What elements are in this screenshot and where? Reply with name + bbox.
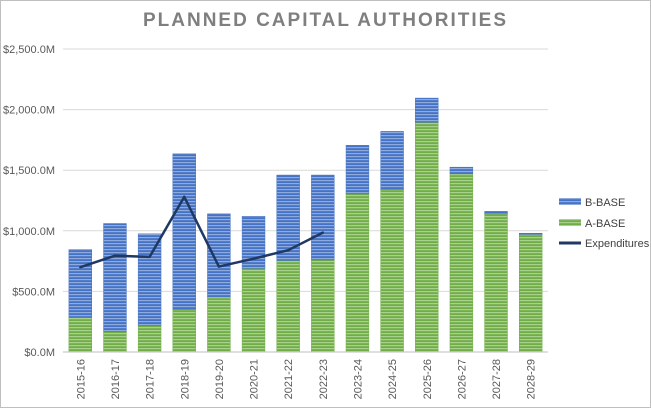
bar-b-base: [415, 97, 439, 123]
x-tick-label: 2025-26: [422, 359, 434, 399]
x-tick-label: 2021-22: [283, 359, 295, 399]
bar-a-base: [276, 260, 300, 353]
legend-swatch: [559, 219, 581, 226]
bar-a-base: [241, 268, 266, 353]
bar-b-base: [518, 232, 543, 235]
legend-label: Expenditures: [585, 238, 650, 250]
bar-b-base: [276, 174, 300, 261]
x-tick-label: 2019-20: [214, 359, 226, 399]
expenditures-line: [79, 195, 324, 269]
expenditures-line-layer: [79, 195, 325, 269]
x-tick-label: 2024-25: [387, 359, 399, 399]
legend-label: B-BASE: [585, 197, 625, 209]
bar-a-base: [449, 173, 474, 353]
x-axis: 2015-16 2016-17 2017-18 2018-19 2019-20 2020-…: [63, 351, 548, 399]
x-tick-label: 2017-18: [145, 359, 157, 399]
x-tick-label: 2020-21: [249, 359, 261, 399]
bar-b-base: [484, 211, 508, 215]
legend-label: A-BASE: [585, 218, 625, 230]
bar-a-base: [207, 296, 231, 353]
y-tick-label: $500.0M: [12, 286, 55, 298]
y-tick-label: $0.0M: [24, 347, 55, 359]
x-tick-label: 2028-29: [526, 359, 538, 399]
bar-b-base: [380, 131, 404, 190]
bar-a-base: [311, 259, 335, 353]
bar-b-base: [68, 249, 93, 318]
bar-a-base: [137, 325, 162, 353]
expenditures-point: [148, 255, 151, 259]
bar-a-base: [68, 317, 93, 353]
bar-a-base: [415, 122, 439, 353]
bar-b-base: [207, 213, 231, 298]
bar-b-base: [103, 223, 127, 332]
expenditures-point: [286, 248, 290, 252]
y-tick-label: $1,500.0M: [3, 165, 55, 177]
bar-a-base: [172, 309, 196, 353]
expenditures-point: [321, 231, 325, 234]
bar-b-base: [311, 174, 335, 261]
bar-b-base: [137, 233, 162, 326]
x-tick-label: 2016-17: [110, 359, 122, 399]
chart-title: PLANNED CAPITAL AUTHORITIES: [142, 10, 509, 31]
expenditures-point: [252, 257, 255, 260]
bar-a-base: [518, 234, 543, 353]
bar-b-base: [345, 145, 370, 195]
y-tick-label: $1,000.0M: [3, 226, 55, 238]
bar-a-base: [380, 189, 404, 353]
bar-a-base: [345, 193, 370, 353]
bars: [68, 97, 543, 353]
expenditures-point: [217, 265, 221, 268]
x-tick-label: 2022-23: [318, 359, 330, 399]
y-axis: $0.0M $500.0M $1,000.0M $1,500.0M $2,000.0M $…: [3, 44, 55, 359]
expenditures-point: [79, 265, 82, 269]
x-tick-label: 2023-24: [352, 359, 364, 399]
bar-b-base: [241, 216, 266, 269]
gridlines: [63, 48, 548, 353]
bar-b-base: [172, 153, 196, 310]
bar-b-base: [449, 166, 474, 175]
y-tick-label: $2,500.0M: [3, 44, 55, 56]
x-tick-label: 2015-16: [75, 359, 87, 399]
bar-a-base: [103, 331, 127, 353]
y-tick-label: $2,000.0M: [3, 105, 55, 117]
expenditures-point: [183, 195, 186, 199]
expenditures-point: [113, 254, 117, 257]
legend-swatch: [559, 198, 581, 205]
x-tick-label: 2018-19: [179, 359, 191, 399]
x-tick-label: 2026-27: [456, 359, 468, 399]
x-tick-label: 2027-28: [491, 359, 503, 399]
legend: B-BASE A-BASE Expenditures: [559, 197, 650, 250]
bar-a-base: [484, 213, 508, 353]
